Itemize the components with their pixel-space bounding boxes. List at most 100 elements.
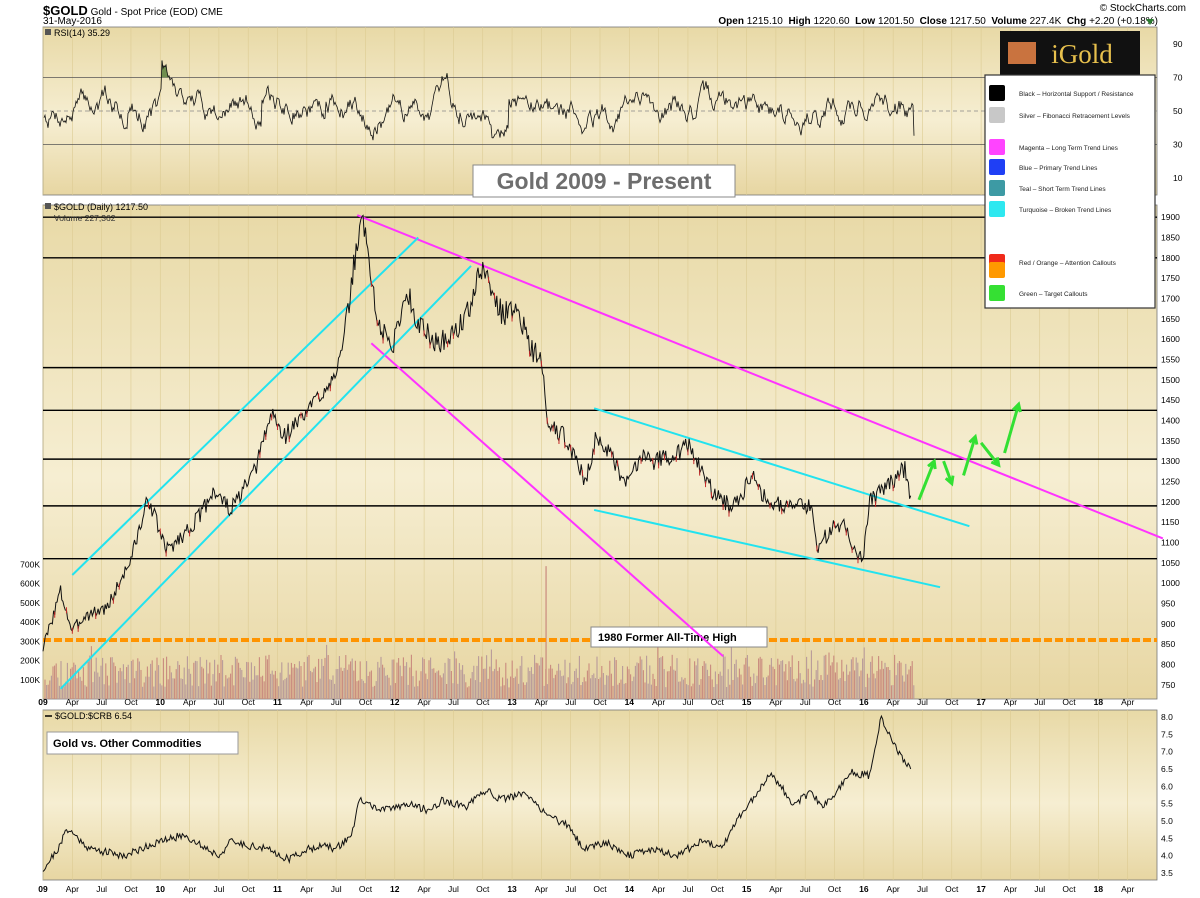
- price-y-tick-label: 1600: [1161, 334, 1180, 344]
- ratio-y-tick-label: 6.0: [1161, 781, 1173, 791]
- legend-label: Silver – Fibonacci Retracement Levels: [1019, 113, 1131, 120]
- source-label: © StockCharts.com: [1099, 3, 1186, 14]
- price-y-tick-label: 950: [1161, 598, 1175, 608]
- price-x-tick-label: Apr: [769, 697, 782, 707]
- price-x-tick-label: Oct: [711, 697, 725, 707]
- target-arrow: [942, 460, 954, 485]
- price-x-tick-label: Apr: [66, 697, 79, 707]
- price-y-tick-label: 850: [1161, 639, 1175, 649]
- legend-swatch: [989, 159, 1005, 175]
- ratio-x-tick-label: Apr: [183, 884, 196, 894]
- annotation-text: 1980 Former All-Time High: [598, 632, 737, 644]
- ratio-x-tick-label: Apr: [652, 884, 665, 894]
- price-y-tick-label: 900: [1161, 619, 1175, 629]
- price-y-tick-label: 1250: [1161, 476, 1180, 486]
- price-x-tick-label: Apr: [887, 697, 900, 707]
- price-x-tick-label: Jul: [448, 697, 459, 707]
- volume-y-tick-label: 600K: [20, 579, 40, 589]
- price-x-tick-label: Oct: [945, 697, 959, 707]
- price-x-tick-label: Oct: [359, 697, 373, 707]
- price-x-tick-label: Oct: [1062, 697, 1076, 707]
- price-y-tick-label: 1400: [1161, 415, 1180, 425]
- volume-y-tick-label: 200K: [20, 656, 40, 666]
- target-arrow: [979, 441, 1000, 467]
- change-value: +2.20 (+0.18%): [1089, 16, 1158, 27]
- price-x-tick-label: Oct: [828, 697, 842, 707]
- price-x-tick-label: Oct: [242, 697, 256, 707]
- price-x-tick-label: Jul: [565, 697, 576, 707]
- price-x-tick-label: Apr: [417, 697, 430, 707]
- price-x-tick-label: 12: [390, 697, 400, 707]
- ratio-x-tick-label: Oct: [945, 884, 959, 894]
- legend-label: Magenta – Long Term Trend Lines: [1019, 145, 1119, 152]
- turquoise-trend-line: [71, 236, 419, 576]
- target-arrow-head: [990, 457, 1001, 468]
- target-arrow: [962, 436, 977, 476]
- price-x-tick-label: Jul: [800, 697, 811, 707]
- volume-y-tick-label: 700K: [20, 559, 40, 569]
- volume-y-tick-label: 400K: [20, 617, 40, 627]
- ratio-x-tick-label: 16: [859, 884, 869, 894]
- price-y-tick-label: 1100: [1161, 537, 1180, 547]
- ohlc-summary: Open 1215.10 High 1220.60 Low 1201.50 Cl…: [718, 16, 1158, 27]
- ratio-x-tick-label: Jul: [331, 884, 342, 894]
- volume-value: 227.4K: [1029, 16, 1062, 27]
- ratio-x-tick-label: Apr: [535, 884, 548, 894]
- price-x-tick-label: Apr: [1004, 697, 1017, 707]
- ratio-x-tick-label: Jul: [1034, 884, 1045, 894]
- ratio-y-tick-label: 7.5: [1161, 729, 1173, 739]
- ratio-x-tick-label: Jul: [565, 884, 576, 894]
- rsi-y-tick-label: 50: [1173, 106, 1183, 116]
- price-down-bars: [54, 277, 900, 634]
- ratio-y-tick-label: 8.0: [1161, 712, 1173, 722]
- price-y-tick-label: 1450: [1161, 395, 1180, 405]
- close-value: 1217.50: [949, 16, 986, 27]
- ratio-x-tick-label: Apr: [66, 884, 79, 894]
- volume-y-tick-label: 500K: [20, 598, 40, 608]
- rsi-y-tick-label: 10: [1173, 173, 1183, 183]
- legend-label: Green – Target Callouts: [1019, 291, 1088, 298]
- volume-title: Volume 227,362: [54, 213, 116, 223]
- price-y-tick-label: 1850: [1161, 233, 1180, 243]
- price-y-tick-label: 1750: [1161, 273, 1180, 283]
- ratio-x-tick-label: 13: [507, 884, 517, 894]
- ratio-x-tick-label: 18: [1094, 884, 1104, 894]
- ratio-x-tick-label: Oct: [359, 884, 373, 894]
- description-label: Gold - Spot Price (EOD): [90, 7, 198, 18]
- price-x-tick-label: 18: [1094, 697, 1104, 707]
- price-y-tick-label: 1500: [1161, 375, 1180, 385]
- legend-label: Turquoise – Broken Trend Lines: [1019, 207, 1112, 214]
- chart-title-box: [472, 164, 736, 198]
- rsi-y-tick-label: 70: [1173, 72, 1183, 82]
- price-x-tick-label: Jul: [683, 697, 694, 707]
- price-title: $GOLD (Daily) 1217.50: [54, 202, 148, 212]
- legend-swatch: [989, 85, 1005, 101]
- legend-swatch: [989, 139, 1005, 155]
- legend-box: [984, 74, 1156, 309]
- open-value: 1215.10: [746, 16, 783, 27]
- ratio-x-tick-label: Oct: [711, 884, 725, 894]
- price-x-tick-label: 10: [156, 697, 166, 707]
- price-x-tick-label: 14: [625, 697, 635, 707]
- ratio-x-tick-label: Oct: [242, 884, 256, 894]
- price-x-tick-label: 09: [38, 697, 48, 707]
- price-x-tick-label: Jul: [917, 697, 928, 707]
- price-y-tick-label: 1550: [1161, 355, 1180, 365]
- price-line: [42, 214, 912, 652]
- price-y-tick-label: 1000: [1161, 578, 1180, 588]
- price-x-tick-label: Jul: [213, 697, 224, 707]
- ratio-x-tick-label: Jul: [213, 884, 224, 894]
- price-x-tick-label: Oct: [476, 697, 490, 707]
- price-x-tick-label: Jul: [96, 697, 107, 707]
- ratio-label: Gold vs. Other Commodities: [53, 738, 202, 750]
- rsi-line: [43, 60, 915, 141]
- turquoise-trend-line: [593, 407, 970, 528]
- price-y-tick-label: 1200: [1161, 497, 1180, 507]
- price-x-tick-label: Oct: [124, 697, 138, 707]
- legend-swatch: [989, 180, 1005, 196]
- price-y-tick-label: 750: [1161, 680, 1175, 690]
- target-arrow-head: [968, 433, 979, 445]
- ratio-y-tick-label: 7.0: [1161, 747, 1173, 757]
- ratio-x-tick-label: 11: [273, 884, 282, 894]
